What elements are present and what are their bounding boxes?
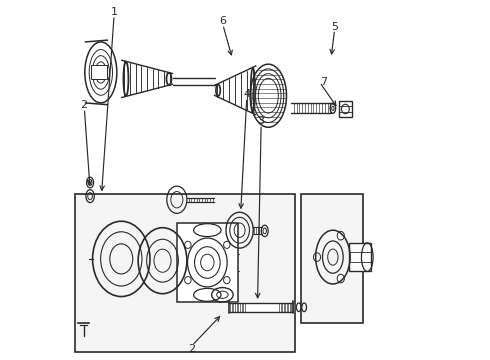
- Bar: [339, 101, 352, 117]
- Text: 6: 6: [219, 17, 226, 27]
- Bar: [300, 194, 364, 323]
- Text: 2: 2: [188, 344, 195, 354]
- Bar: [177, 223, 238, 302]
- Text: 5: 5: [331, 22, 338, 32]
- Bar: [349, 243, 370, 271]
- Text: 2: 2: [80, 100, 87, 111]
- Ellipse shape: [85, 42, 117, 103]
- Text: 7: 7: [320, 77, 327, 87]
- Text: 3: 3: [258, 116, 265, 126]
- Bar: [91, 65, 107, 78]
- Text: 1: 1: [111, 7, 118, 17]
- Text: 4: 4: [243, 89, 250, 99]
- Bar: [74, 194, 295, 352]
